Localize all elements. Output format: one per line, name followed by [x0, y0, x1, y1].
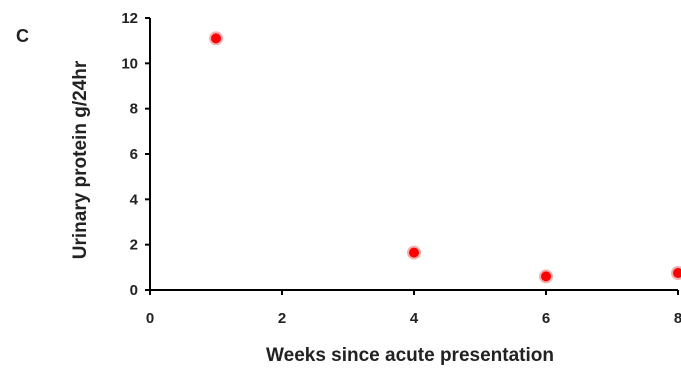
data-point: [209, 31, 223, 46]
y-tick-label: 2: [130, 237, 138, 254]
x-tick-label: 4: [410, 310, 419, 327]
data-point: [539, 269, 553, 284]
y-tick-label: 0: [130, 282, 138, 299]
data-points: [209, 31, 681, 284]
x-tick-label: 8: [674, 310, 681, 327]
panel-label: C: [16, 26, 29, 46]
x-tick-label: 0: [146, 310, 154, 327]
y-tick-label: 8: [130, 101, 138, 118]
data-point: [407, 245, 421, 260]
y-axis-title: Urinary protein g/24hr: [70, 60, 91, 259]
y-tick-label: 12: [121, 10, 138, 27]
x-tick-label: 2: [278, 310, 286, 327]
x-tick-label: 6: [542, 310, 550, 327]
y-tick-label: 6: [130, 146, 138, 163]
y-tick-label: 4: [130, 191, 139, 208]
ticks: 0 2 4 6 8 0 2 4 6 8 10 12: [121, 10, 681, 327]
data-point: [671, 266, 681, 280]
x-axis-title: Weeks since acute presentation: [266, 345, 554, 366]
y-tick-label: 10: [121, 55, 138, 72]
